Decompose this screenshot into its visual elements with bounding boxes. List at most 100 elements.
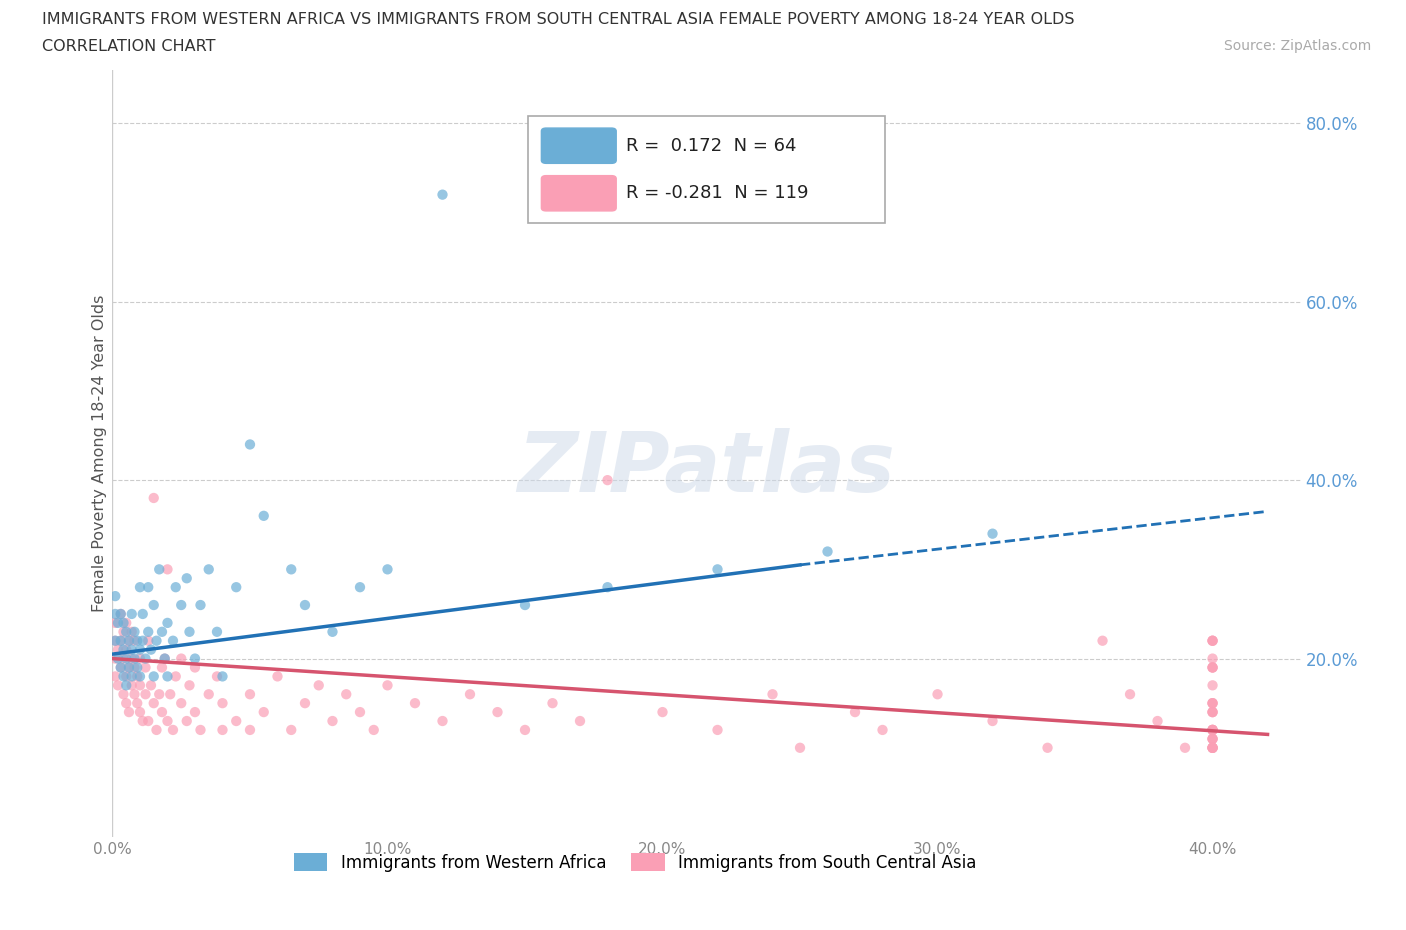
Text: Source: ZipAtlas.com: Source: ZipAtlas.com [1223, 39, 1371, 53]
Point [112, 651, 135, 666]
Point [349, 579, 371, 594]
Text: R = -0.281  N = 119: R = -0.281 N = 119 [626, 184, 808, 203]
Point [569, 713, 592, 728]
Text: CORRELATION CHART: CORRELATION CHART [42, 39, 215, 54]
Point [136, 624, 159, 639]
Point [335, 687, 357, 702]
Point [1201, 740, 1223, 755]
Point [139, 678, 162, 693]
Point [308, 678, 330, 693]
Point [253, 509, 276, 524]
Point [486, 705, 509, 720]
Point [115, 696, 138, 711]
Point [115, 678, 138, 693]
Point [121, 669, 143, 684]
Point [165, 579, 187, 594]
Point [1201, 705, 1223, 720]
Point [176, 571, 198, 586]
Point [121, 643, 143, 658]
Point [377, 678, 399, 693]
Point [294, 696, 316, 711]
Point [121, 624, 143, 639]
Point [121, 678, 143, 693]
Point [104, 651, 127, 666]
Point [170, 598, 193, 613]
Legend: Immigrants from Western Africa, Immigrants from South Central Asia: Immigrants from Western Africa, Immigran… [287, 846, 983, 879]
Point [1146, 713, 1168, 728]
Point [110, 606, 132, 621]
Point [124, 624, 146, 639]
Text: R =  0.172  N = 64: R = 0.172 N = 64 [626, 137, 796, 154]
Point [142, 696, 165, 711]
Point [112, 616, 135, 631]
Point [139, 643, 162, 658]
Point [129, 678, 152, 693]
Point [706, 723, 728, 737]
Point [190, 723, 212, 737]
Point [872, 723, 894, 737]
Point [162, 723, 184, 737]
Point [142, 669, 165, 684]
Point [159, 687, 181, 702]
Point [1201, 723, 1223, 737]
Point [150, 705, 173, 720]
Point [363, 723, 385, 737]
Point [596, 579, 619, 594]
Point [150, 624, 173, 639]
Point [121, 651, 143, 666]
Point [789, 740, 811, 755]
Point [129, 705, 152, 720]
Point [165, 669, 187, 684]
Point [1201, 678, 1223, 693]
Point [404, 696, 426, 711]
Point [280, 562, 302, 577]
Point [156, 616, 179, 631]
Point [112, 624, 135, 639]
Point [107, 651, 129, 666]
Point [761, 687, 783, 702]
Point [104, 669, 127, 684]
Point [124, 687, 146, 702]
Point [142, 598, 165, 613]
Point [124, 651, 146, 666]
Point [1201, 731, 1223, 746]
Point [110, 660, 132, 675]
Point [127, 633, 149, 648]
Point [280, 723, 302, 737]
FancyBboxPatch shape [529, 116, 884, 223]
Point [145, 633, 167, 648]
Point [377, 562, 399, 577]
Point [184, 660, 207, 675]
Point [225, 579, 247, 594]
Point [651, 705, 673, 720]
Point [107, 678, 129, 693]
Point [432, 713, 454, 728]
Point [1201, 705, 1223, 720]
Point [170, 696, 193, 711]
Point [129, 669, 152, 684]
Point [132, 713, 155, 728]
Point [1201, 633, 1223, 648]
Point [239, 687, 262, 702]
Point [148, 562, 170, 577]
Point [1201, 723, 1223, 737]
Point [110, 633, 132, 648]
Point [1201, 660, 1223, 675]
Point [176, 713, 198, 728]
Point [596, 472, 619, 487]
FancyBboxPatch shape [541, 176, 616, 211]
Point [458, 687, 481, 702]
Point [1201, 660, 1223, 675]
Point [156, 562, 179, 577]
Point [541, 696, 564, 711]
Point [239, 723, 262, 737]
Point [110, 606, 132, 621]
Point [197, 687, 219, 702]
Point [118, 660, 141, 675]
Point [294, 598, 316, 613]
Point [432, 187, 454, 202]
Point [253, 705, 276, 720]
Point [129, 643, 152, 658]
Point [1174, 740, 1197, 755]
Point [134, 651, 156, 666]
